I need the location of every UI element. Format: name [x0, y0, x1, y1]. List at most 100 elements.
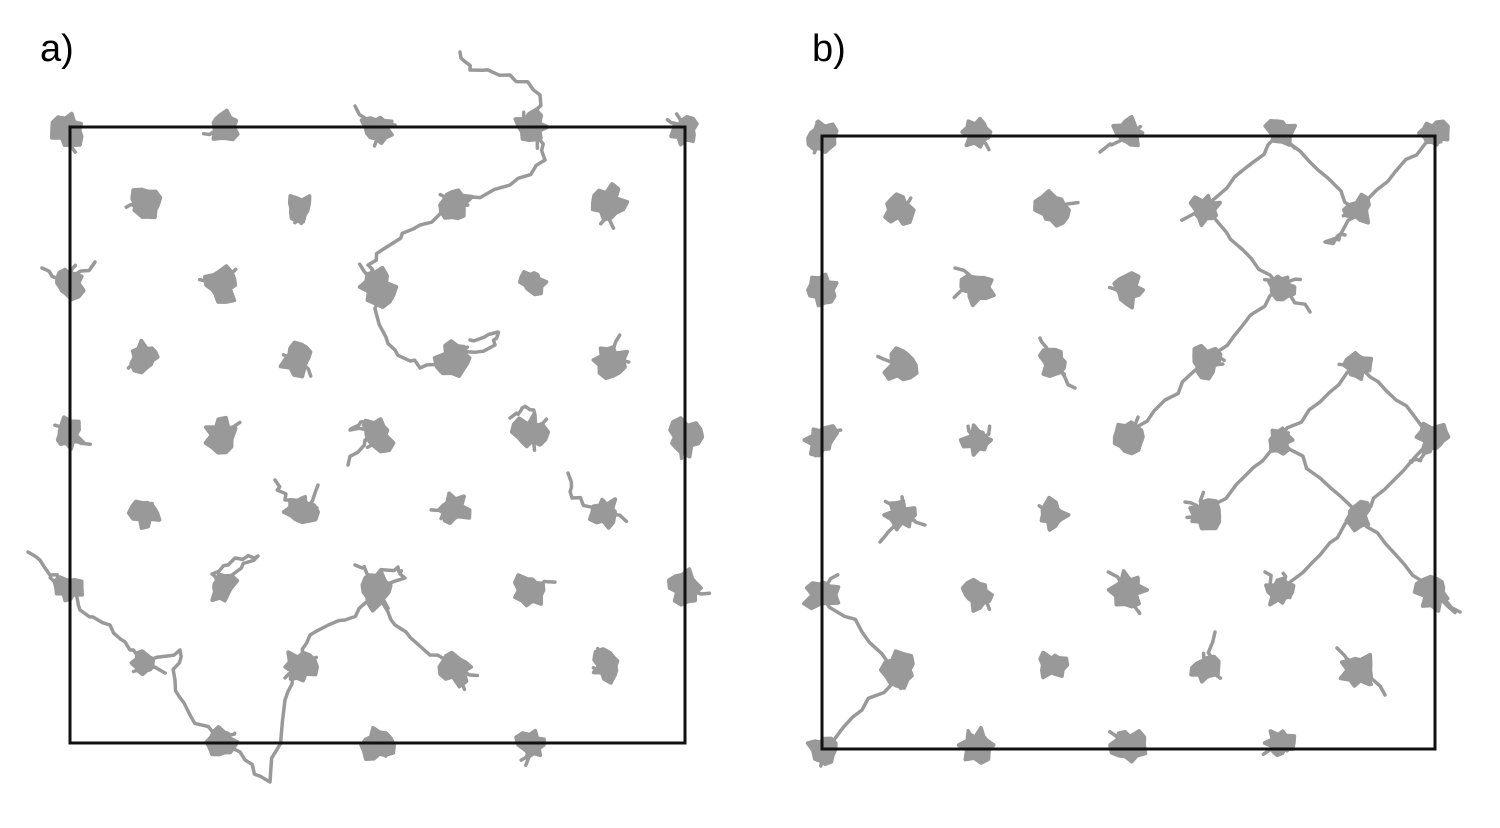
panel-a-simulation-box: [68, 125, 687, 745]
panel-b-site-20-tail: [1126, 415, 1140, 439]
panel-b-site-25-tail: [1185, 513, 1207, 520]
panel-a-site-8-tail: [453, 201, 470, 208]
panel-a-site-11-tail: [220, 267, 238, 287]
panel-a-site-6: [130, 187, 163, 220]
panel-a-site-27-tail: [48, 575, 70, 590]
panel-a-site-35-tail: [595, 646, 609, 668]
panel-b-site-35-tail: [1356, 668, 1374, 687]
panel-a-site-18-tail: [53, 423, 70, 437]
panel-a-site-36-tail: [220, 731, 237, 744]
panel-b-site-8-tail: [1180, 208, 1207, 222]
panel-b-site-33-tail: [1051, 659, 1070, 668]
panel-b-site-12-tail: [1125, 273, 1130, 292]
panel-a-site-17-tail: [608, 333, 622, 362]
panel-a-hop-7: [353, 563, 407, 594]
panel-b-hop-chain-top: [1203, 131, 1436, 212]
panel-b-site-19-tail: [966, 424, 979, 442]
panel-b: [802, 115, 1462, 768]
panel-b-site-1-tail: [815, 120, 824, 140]
panel-b-site-11: [959, 273, 996, 308]
panel-a-site-5-tail: [674, 112, 686, 132]
panel-a-site-16: [432, 339, 472, 378]
panel-a-site-9-tail: [606, 200, 616, 230]
panel-a-site-26-tail: [603, 510, 629, 524]
panel-b-site-26-tail: [1356, 513, 1371, 527]
panel-b-site-14-tail: [876, 354, 902, 367]
panel-b-site-29-tail: [1126, 588, 1142, 616]
panel-a-site-23: [126, 499, 162, 530]
panel-b-site-34-tail: [1203, 666, 1223, 680]
panel-a-hop-5: [566, 471, 602, 512]
panel-a-site-29-tail: [375, 590, 390, 611]
panel-b-site-13-tail: [1262, 277, 1282, 289]
panel-b-site-30-tail: [1278, 590, 1292, 600]
panel-a-site-9-tail: [598, 200, 610, 226]
panel-b-site-30-tail: [1278, 571, 1288, 594]
panel-a-site-20-tail: [361, 423, 379, 437]
panel-b-site-16-tail: [1203, 355, 1226, 365]
panel-b-loop-1: [1323, 208, 1360, 246]
panel-b-site-28-tail: [975, 593, 992, 612]
panel-b-diamond: [1278, 363, 1436, 517]
panel-b-site-13-tail: [1278, 277, 1303, 289]
panel-a-site-33-tail: [298, 655, 319, 669]
panel-a-site-16-tail: [449, 356, 457, 374]
panel-a: [26, 50, 712, 784]
panel-a-site-32-tail: [131, 661, 147, 674]
panel-b-hop-chain-4: [1183, 438, 1282, 517]
panel-b-site-18-tail: [820, 428, 843, 442]
panel-a-site-32-tail: [143, 661, 167, 675]
panel-b-site-12-tail: [1107, 285, 1130, 292]
panel-b-site-13: [1266, 274, 1297, 302]
panel-a-site-37-tail: [375, 743, 388, 758]
panel-b-site-9-tail: [1341, 208, 1360, 218]
panel-b-hop-chain-5: [1356, 513, 1462, 614]
panel-a-site-11-tail: [197, 277, 224, 287]
panel-a-site-20-tail: [365, 433, 379, 450]
panel-a-site-26: [588, 497, 618, 530]
panel-b-site-23-tail: [883, 499, 902, 517]
panel-a-site-34-tail: [453, 665, 480, 678]
panel-a-site-15-tail: [296, 356, 313, 378]
panel-a-site-33-tail: [283, 665, 302, 680]
panel-a-site-21-tail: [528, 417, 549, 434]
panel-a-site-24-tail: [298, 494, 308, 514]
panel-b-site-24: [1039, 495, 1071, 532]
panel-a-hopping-trails: [26, 50, 602, 784]
panel-a-site-17-tail: [608, 356, 631, 364]
panel-b-site-17-tail: [1337, 361, 1360, 368]
panel-label-a: a): [40, 28, 74, 70]
panel-a-site-21-tail: [528, 430, 537, 452]
panel-b-site-27-tail: [820, 573, 840, 597]
panel-b-site-36-tail: [819, 748, 825, 768]
panel-b-site-21-tail: [1278, 431, 1291, 442]
panel-b-simulation-box: [820, 134, 1437, 751]
panel-b-hop-chain-mid: [1203, 208, 1312, 314]
panel-a-site-38-tail: [519, 743, 534, 762]
panel-b-site-24-tail: [1037, 504, 1055, 517]
panel-b-hop-chain-3: [1126, 360, 1207, 439]
panel-b-site-19-tail: [975, 424, 992, 442]
panel-a-site-12-tail: [357, 262, 380, 289]
panel-a-site-19-tail: [220, 420, 242, 437]
panel-a-site-28-tail: [211, 573, 224, 590]
panel-a-site-30-tail: [528, 579, 557, 592]
panel-a-site-2: [211, 108, 240, 142]
panel-a-atom-sites: [48, 107, 712, 767]
panel-a-site-16-tail: [453, 345, 470, 360]
panel-label-b: b): [812, 28, 846, 70]
panel-a-site-14-tail: [126, 355, 147, 370]
panel-b-site-15-tail: [1051, 360, 1067, 376]
panel-b-site-22-tail: [1417, 435, 1436, 455]
panel-a-hop-6: [210, 553, 260, 577]
panel-a-site-34-tail: [453, 665, 467, 692]
panel-a-site-6-tail: [124, 202, 147, 210]
panel-b-site-9: [1342, 192, 1371, 225]
panel-b-site-25-tail: [1198, 490, 1207, 517]
panel-b-site-3: [1111, 115, 1145, 148]
panel-b-site-6-tail: [898, 196, 913, 212]
panel-b-site-3-tail: [1126, 124, 1143, 135]
panel-a-site-7-tail: [293, 206, 302, 225]
panel-a-site-9: [590, 182, 630, 222]
